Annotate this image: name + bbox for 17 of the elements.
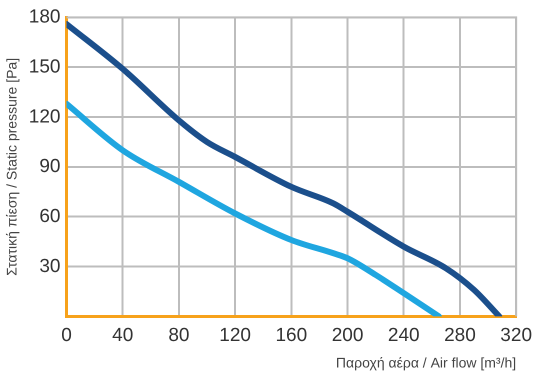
x-axis-title: Παροχή αέρα / Air flow [m³/h]	[336, 354, 516, 370]
x-tick-label: 160	[275, 325, 308, 346]
x-tick-label: 200	[332, 325, 364, 346]
x-tick-label: 320	[500, 325, 532, 346]
y-tick-label: 60	[39, 206, 60, 227]
x-tick-label: 40	[112, 325, 134, 346]
x-tick-label: 240	[388, 325, 420, 346]
y-axis-title: Στατική πίεση / Static pressure [Pa]	[3, 58, 20, 276]
x-tick-label: 80	[168, 325, 190, 346]
y-tick-label: 150	[28, 56, 60, 78]
y-tick-label: 120	[28, 106, 60, 128]
x-tick-label: 120	[219, 325, 251, 346]
y-tick-label: 30	[39, 256, 60, 277]
x-tick-label: 280	[444, 325, 476, 346]
y-tick-label: 90	[39, 156, 60, 178]
x-tick-label: 0	[61, 325, 72, 346]
y-tick-label: 180	[28, 6, 60, 28]
